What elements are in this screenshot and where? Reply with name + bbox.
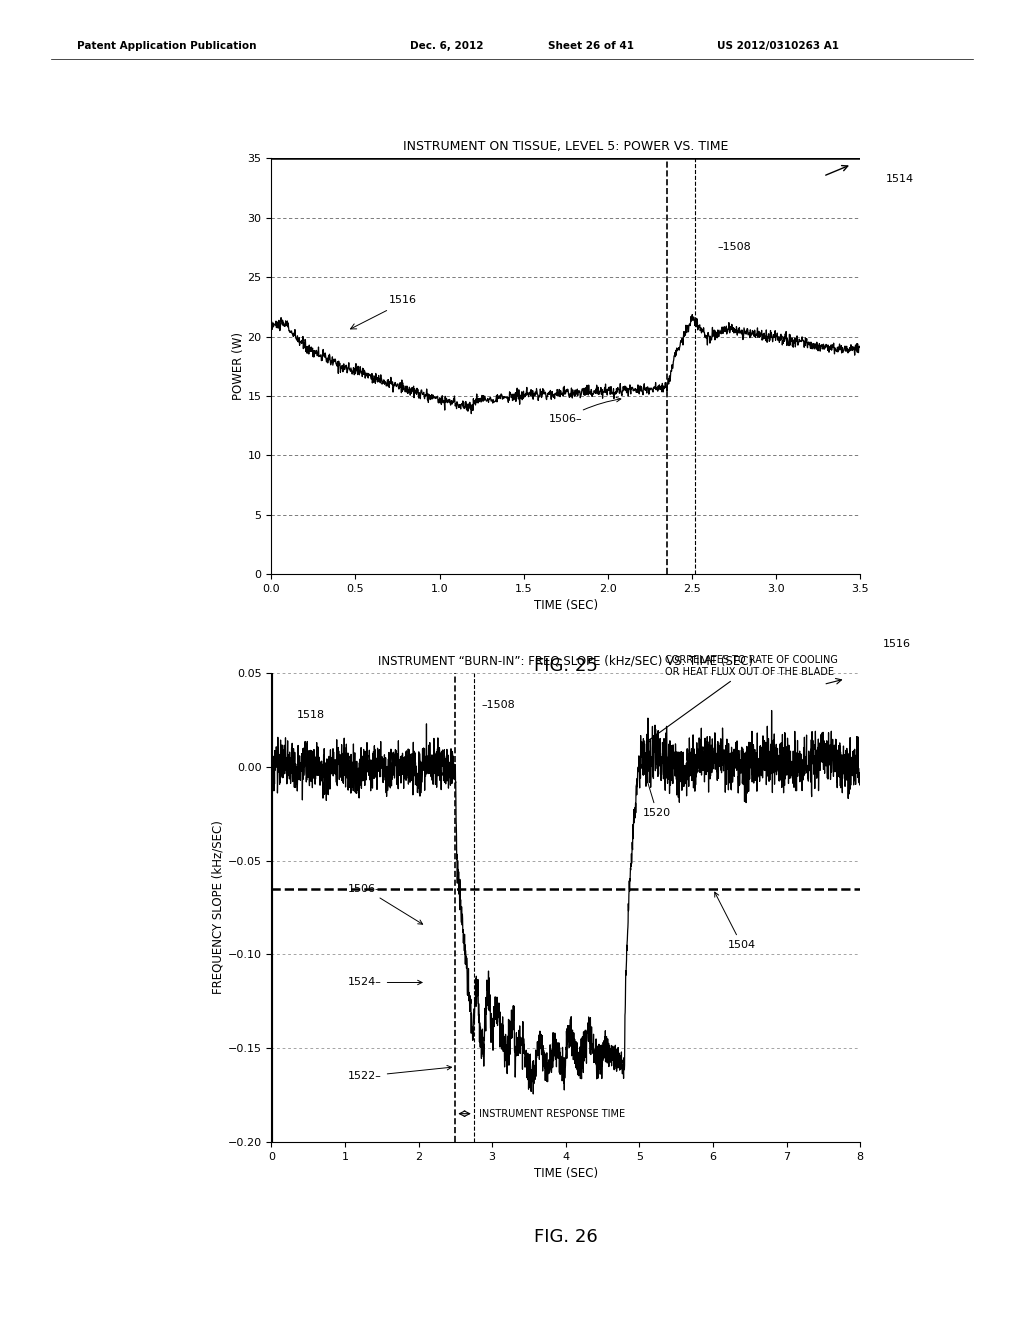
Text: 1516: 1516: [389, 296, 417, 305]
Text: US 2012/0310263 A1: US 2012/0310263 A1: [717, 41, 839, 51]
Y-axis label: FREQUENCY SLOPE (kHz/SEC): FREQUENCY SLOPE (kHz/SEC): [212, 821, 224, 994]
Text: FIG. 26: FIG. 26: [534, 1229, 598, 1246]
Text: –1508: –1508: [717, 243, 751, 252]
Text: 1520: 1520: [643, 771, 671, 818]
Title: INSTRUMENT ON TISSUE, LEVEL 5: POWER VS. TIME: INSTRUMENT ON TISSUE, LEVEL 5: POWER VS.…: [403, 140, 728, 153]
Text: INSTRUMENT RESPONSE TIME: INSTRUMENT RESPONSE TIME: [479, 1109, 626, 1118]
Title: INSTRUMENT “BURN-IN”: FREQ SLOPE (kHz/SEC) VS. TIME (SEC): INSTRUMENT “BURN-IN”: FREQ SLOPE (kHz/SE…: [378, 655, 754, 668]
Y-axis label: POWER (W): POWER (W): [231, 333, 245, 400]
Text: 1518: 1518: [297, 710, 326, 721]
Text: –1508: –1508: [481, 700, 515, 710]
Text: CORRELATES TO RATE OF COOLING
OR HEAT FLUX OUT OF THE BLADE: CORRELATES TO RATE OF COOLING OR HEAT FL…: [646, 655, 838, 742]
Text: 1504: 1504: [715, 892, 756, 950]
X-axis label: TIME (SEC): TIME (SEC): [534, 599, 598, 612]
Text: FIG. 25: FIG. 25: [534, 657, 598, 676]
Text: 1514: 1514: [886, 174, 913, 185]
Text: 1522–: 1522–: [348, 1065, 452, 1081]
Text: 1524–: 1524–: [348, 978, 422, 987]
Text: 1506–: 1506–: [549, 397, 621, 424]
Text: Sheet 26 of 41: Sheet 26 of 41: [548, 41, 634, 51]
Text: 1516: 1516: [883, 639, 910, 649]
Text: Dec. 6, 2012: Dec. 6, 2012: [410, 41, 483, 51]
X-axis label: TIME (SEC): TIME (SEC): [534, 1167, 598, 1180]
Text: 1506–: 1506–: [348, 884, 423, 924]
Text: Patent Application Publication: Patent Application Publication: [77, 41, 256, 51]
